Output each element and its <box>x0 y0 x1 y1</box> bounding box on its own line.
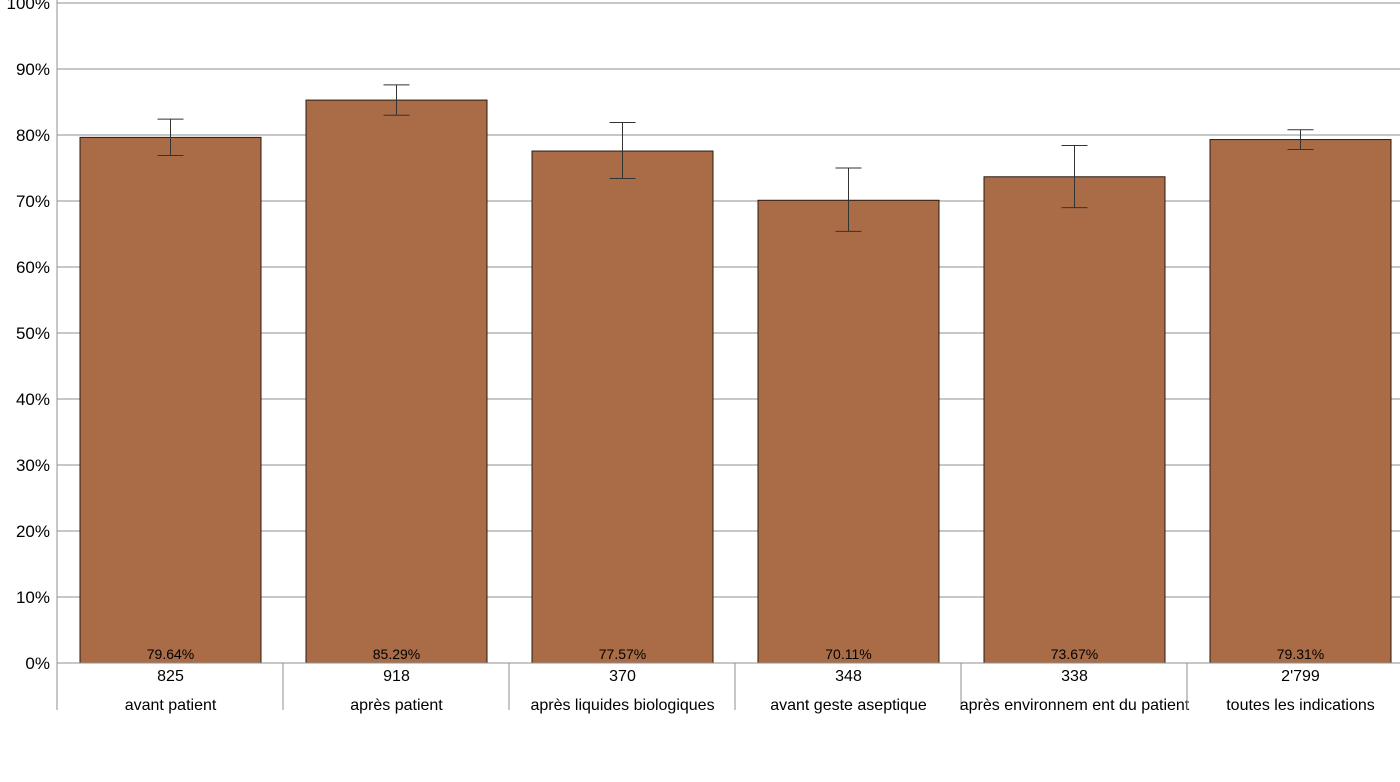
y-tick-label: 70% <box>16 192 50 211</box>
category-label: avant geste aseptique <box>770 697 927 714</box>
bar <box>1209 139 1392 664</box>
y-tick-label: 10% <box>16 588 50 607</box>
category-count-label: 348 <box>835 668 862 685</box>
category-label: après liquides biologiques <box>530 697 714 714</box>
data-label: 77.57% <box>599 646 646 662</box>
y-tick-label: 30% <box>16 456 50 475</box>
y-tick-label: 20% <box>16 522 50 541</box>
bar <box>305 99 488 664</box>
bar <box>79 136 262 664</box>
y-tick-label: 90% <box>16 60 50 79</box>
category-label: avant patient <box>125 697 217 714</box>
data-label: 70.11% <box>825 646 871 662</box>
y-tick-label: 40% <box>16 390 50 409</box>
category-label: après environnem ent du patient <box>960 697 1190 714</box>
category-label: après patient <box>350 697 443 714</box>
data-label: 79.64% <box>147 646 194 662</box>
category-count-label: 338 <box>1061 668 1088 685</box>
category-count-label: 918 <box>383 668 410 685</box>
bar-layer: 79.64% 85.29% 77.57% 70.11% 73.67% 79.31% <box>79 84 1392 664</box>
bar <box>983 176 1166 664</box>
category-count-label: 825 <box>157 668 184 685</box>
data-label: 79.31% <box>1277 646 1324 662</box>
y-tick-label: 100% <box>7 0 50 13</box>
bar <box>757 199 940 664</box>
y-tick-label: 80% <box>16 126 50 145</box>
y-tick-label: 50% <box>16 324 50 343</box>
y-tick-label: 60% <box>16 258 50 277</box>
data-label: 73.67% <box>1051 646 1098 662</box>
y-tick-label: 0% <box>25 654 50 673</box>
bar <box>531 150 714 664</box>
grid-layer <box>57 2 1400 598</box>
category-label: toutes les indications <box>1226 697 1375 714</box>
axis-layer: 0% 10% 20% 30% 40% 50% 60% 70% 80% 90% 100% 825 avan… <box>7 0 1400 714</box>
data-label: 85.29% <box>373 646 420 662</box>
category-count-label: 2'799 <box>1281 668 1320 685</box>
category-count-label: 370 <box>609 668 636 685</box>
